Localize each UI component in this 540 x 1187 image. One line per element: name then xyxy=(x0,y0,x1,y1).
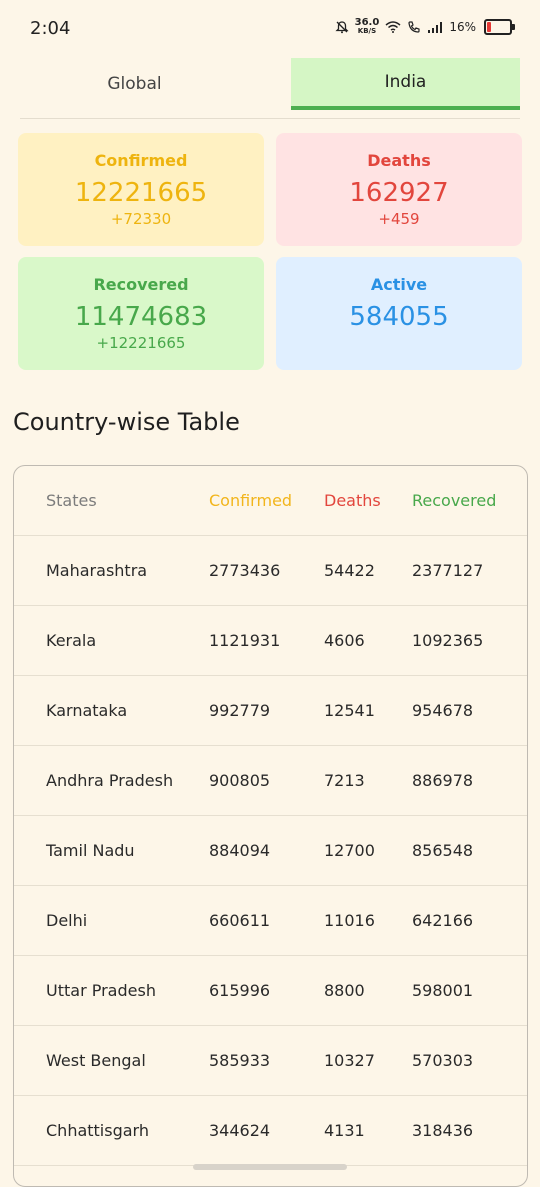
battery-percent: 16% xyxy=(449,20,476,34)
confirmed-value: 12221665 xyxy=(74,178,208,208)
network-speed-value: 36.0 xyxy=(354,17,380,28)
active-label: Active xyxy=(370,275,428,294)
deaths-card: Deaths 162927 +459 xyxy=(276,133,522,246)
confirmed-delta: +72330 xyxy=(110,210,172,228)
state-name: Karnataka xyxy=(46,700,128,720)
state-recovered: 598001 xyxy=(412,981,474,1000)
wifi-icon xyxy=(385,21,401,33)
state-name: Kerala xyxy=(46,630,97,650)
state-confirmed: 884094 xyxy=(209,841,271,860)
battery-icon xyxy=(484,19,515,35)
table-row: West Bengal 585933 10327 570303 xyxy=(14,1026,527,1096)
active-value: 584055 xyxy=(349,302,449,332)
table-row: Karnataka 992779 12541 954678 xyxy=(14,676,527,746)
state-deaths: 12541 xyxy=(324,701,375,720)
wifi-calling-icon xyxy=(408,21,420,33)
active-card: Active 584055 xyxy=(276,257,522,370)
recovered-label: Recovered xyxy=(93,275,189,294)
state-recovered: 570303 xyxy=(412,1051,474,1070)
state-deaths: 4606 xyxy=(324,631,365,650)
state-confirmed: 992779 xyxy=(209,701,271,720)
state-name: Uttar Pradesh xyxy=(46,980,156,1000)
state-deaths: 10327 xyxy=(324,1051,375,1070)
table-title: Country-wise Table xyxy=(13,408,240,436)
state-deaths: 7213 xyxy=(324,771,365,790)
state-recovered: 318436 xyxy=(412,1121,474,1140)
tabs-divider xyxy=(20,118,520,119)
header-states: States xyxy=(46,490,97,510)
header-deaths: Deaths xyxy=(324,491,381,510)
state-confirmed: 660611 xyxy=(209,911,271,930)
state-deaths: 12700 xyxy=(324,841,375,860)
region-tabs: Global India xyxy=(20,58,520,110)
state-recovered: 886978 xyxy=(412,771,474,790)
state-recovered: 856548 xyxy=(412,841,474,860)
state-name: Andhra Pradesh xyxy=(46,770,174,790)
header-confirmed: Confirmed xyxy=(209,491,293,510)
table-row: Andhra Pradesh 900805 7213 886978 xyxy=(14,746,527,816)
state-confirmed: 585933 xyxy=(209,1051,271,1070)
home-indicator[interactable] xyxy=(193,1164,347,1170)
tab-india[interactable]: India xyxy=(291,58,520,110)
confirmed-label: Confirmed xyxy=(94,151,188,170)
state-name: Chhattisgarh xyxy=(46,1120,149,1140)
state-deaths: 4131 xyxy=(324,1121,365,1140)
status-icons: 36.0 KB/S 16% xyxy=(335,18,515,36)
recovered-delta: +12221665 xyxy=(96,334,186,352)
confirmed-card: Confirmed 12221665 +72330 xyxy=(18,133,264,246)
status-bar: 2:04 36.0 KB/S 16% xyxy=(0,0,540,56)
states-table[interactable]: States Confirmed Deaths Recovered Mahara… xyxy=(13,465,528,1187)
table-row: Uttar Pradesh 615996 8800 598001 xyxy=(14,956,527,1026)
state-name: Maharashtra xyxy=(46,560,148,580)
state-confirmed: 1121931 xyxy=(209,631,281,650)
state-name: Delhi xyxy=(46,910,88,930)
deaths-delta: +459 xyxy=(378,210,420,228)
state-deaths: 11016 xyxy=(324,911,375,930)
signal-icon xyxy=(428,22,443,33)
status-time: 2:04 xyxy=(30,18,71,39)
table-row: Chhattisgarh 344624 4131 318436 xyxy=(14,1096,527,1166)
table-header-row: States Confirmed Deaths Recovered xyxy=(14,466,527,536)
deaths-label: Deaths xyxy=(367,151,431,170)
state-confirmed: 900805 xyxy=(209,771,271,790)
state-confirmed: 2773436 xyxy=(209,561,281,580)
recovered-value: 11474683 xyxy=(74,302,208,332)
recovered-card: Recovered 11474683 +12221665 xyxy=(18,257,264,370)
table-row: Delhi 660611 11016 642166 xyxy=(14,886,527,956)
state-deaths: 54422 xyxy=(324,561,375,580)
tab-global[interactable]: Global xyxy=(107,74,162,94)
state-confirmed: 615996 xyxy=(209,981,271,1000)
mute-bell-icon xyxy=(335,21,349,34)
state-name: West Bengal xyxy=(46,1050,146,1070)
deaths-value: 162927 xyxy=(349,178,449,208)
state-name: Tamil Nadu xyxy=(46,840,135,860)
state-recovered: 954678 xyxy=(412,701,474,720)
table-row: Maharashtra 2773436 54422 2377127 xyxy=(14,536,527,606)
state-recovered: 2377127 xyxy=(412,561,484,580)
network-speed-unit: KB/S xyxy=(357,27,377,35)
table-row: Kerala 1121931 4606 1092365 xyxy=(14,606,527,676)
state-confirmed: 344624 xyxy=(209,1121,271,1140)
state-recovered: 1092365 xyxy=(412,631,484,650)
table-row: Tamil Nadu 884094 12700 856548 xyxy=(14,816,527,886)
network-speed: 36.0 KB/S xyxy=(355,18,380,36)
state-recovered: 642166 xyxy=(412,911,474,930)
header-recovered: Recovered xyxy=(412,491,497,510)
state-deaths: 8800 xyxy=(324,981,365,1000)
